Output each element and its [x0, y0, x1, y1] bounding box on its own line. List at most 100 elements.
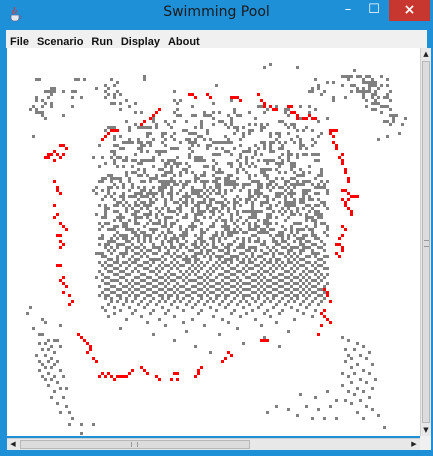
idle-swimmer-cell — [128, 240, 131, 243]
idle-swimmer-cell — [158, 150, 161, 153]
idle-swimmer-cell — [134, 258, 137, 261]
idle-swimmer-cell — [239, 156, 242, 159]
idle-swimmer-cell — [236, 210, 239, 213]
menu-file[interactable]: File — [10, 36, 29, 48]
idle-swimmer-cell — [152, 228, 155, 231]
idle-swimmer-cell — [140, 207, 143, 210]
idle-swimmer-cell — [179, 210, 182, 213]
horizontal-scrollbar[interactable]: ◀ ▶ — [7, 438, 420, 450]
idle-swimmer-cell — [242, 240, 245, 243]
idle-swimmer-cell — [284, 264, 287, 267]
idle-swimmer-cell — [146, 195, 149, 198]
idle-swimmer-cell — [320, 294, 323, 297]
idle-swimmer-cell — [113, 102, 116, 105]
idle-swimmer-cell — [269, 207, 272, 210]
close-button[interactable]: × — [389, 0, 430, 21]
idle-swimmer-cell — [119, 147, 122, 150]
simulation-canvas[interactable] — [7, 48, 420, 436]
idle-swimmer-cell — [341, 336, 344, 339]
idle-swimmer-cell — [233, 186, 236, 189]
active-swimmer-cell — [59, 279, 62, 282]
idle-swimmer-cell — [176, 261, 179, 264]
idle-swimmer-cell — [152, 120, 155, 123]
idle-swimmer-cell — [248, 183, 251, 186]
idle-swimmer-cell — [68, 423, 71, 426]
scroll-right-arrow-icon[interactable]: ▶ — [411, 440, 417, 448]
idle-swimmer-cell — [266, 198, 269, 201]
idle-swimmer-cell — [143, 237, 146, 240]
idle-swimmer-cell — [191, 171, 194, 174]
idle-swimmer-cell — [347, 375, 350, 378]
idle-swimmer-cell — [326, 207, 329, 210]
idle-swimmer-cell — [143, 231, 146, 234]
idle-swimmer-cell — [227, 162, 230, 165]
idle-swimmer-cell — [179, 189, 182, 192]
idle-swimmer-cell — [167, 294, 170, 297]
idle-swimmer-cell — [149, 240, 152, 243]
vertical-scrollbar[interactable]: ▲ ▼ — [420, 48, 431, 436]
idle-swimmer-cell — [176, 276, 179, 279]
idle-swimmer-cell — [149, 192, 152, 195]
idle-swimmer-cell — [128, 288, 131, 291]
idle-swimmer-cell — [278, 231, 281, 234]
idle-swimmer-cell — [248, 303, 251, 306]
idle-swimmer-cell — [38, 333, 41, 336]
menu-display[interactable]: Display — [120, 36, 160, 48]
idle-swimmer-cell — [251, 291, 254, 294]
idle-swimmer-cell — [320, 246, 323, 249]
idle-swimmer-cell — [173, 162, 176, 165]
idle-swimmer-cell — [119, 102, 122, 105]
active-swimmer-cell — [53, 216, 56, 219]
idle-swimmer-cell — [245, 201, 248, 204]
idle-swimmer-cell — [143, 240, 146, 243]
idle-swimmer-cell — [251, 279, 254, 282]
idle-swimmer-cell — [242, 183, 245, 186]
minimize-button[interactable]: – — [344, 2, 352, 17]
menu-run[interactable]: Run — [91, 36, 113, 48]
idle-swimmer-cell — [293, 258, 296, 261]
idle-swimmer-cell — [317, 303, 320, 306]
idle-swimmer-cell — [74, 78, 77, 81]
idle-swimmer-cell — [119, 219, 122, 222]
menu-about[interactable]: About — [167, 36, 200, 48]
idle-swimmer-cell — [296, 309, 299, 312]
title-bar[interactable]: Swimming Pool – ☐ × — [0, 0, 433, 30]
idle-swimmer-cell — [170, 243, 173, 246]
idle-swimmer-cell — [56, 360, 59, 363]
idle-swimmer-cell — [302, 312, 305, 315]
idle-swimmer-cell — [260, 291, 263, 294]
idle-swimmer-cell — [107, 186, 110, 189]
idle-swimmer-cell — [128, 258, 131, 261]
idle-swimmer-cell — [284, 288, 287, 291]
horizontal-scroll-thumb[interactable] — [20, 440, 250, 449]
scroll-up-arrow-icon[interactable]: ▲ — [423, 50, 429, 58]
idle-swimmer-cell — [344, 399, 347, 402]
idle-swimmer-cell — [113, 285, 116, 288]
idle-swimmer-cell — [350, 381, 353, 384]
maximize-button[interactable]: ☐ — [368, 2, 380, 17]
idle-swimmer-cell — [158, 219, 161, 222]
idle-swimmer-cell — [341, 372, 344, 375]
idle-swimmer-cell — [158, 186, 161, 189]
active-swimmer-cell — [206, 93, 209, 96]
vertical-scroll-thumb[interactable] — [422, 61, 430, 423]
idle-swimmer-cell — [263, 201, 266, 204]
idle-swimmer-cell — [230, 174, 233, 177]
idle-swimmer-cell — [218, 120, 221, 123]
idle-swimmer-cell — [206, 276, 209, 279]
idle-swimmer-cell — [275, 192, 278, 195]
scroll-left-arrow-icon[interactable]: ◀ — [10, 440, 16, 448]
idle-swimmer-cell — [161, 213, 164, 216]
active-swimmer-cell — [230, 354, 233, 357]
active-swimmer-cell — [329, 132, 332, 135]
idle-swimmer-cell — [200, 252, 203, 255]
scroll-down-arrow-icon[interactable]: ▼ — [423, 426, 429, 434]
idle-swimmer-cell — [281, 231, 284, 234]
idle-swimmer-cell — [296, 66, 299, 69]
idle-swimmer-cell — [314, 141, 317, 144]
idle-swimmer-cell — [170, 177, 173, 180]
idle-swimmer-cell — [188, 132, 191, 135]
menu-scenario[interactable]: Scenario — [36, 36, 84, 48]
idle-swimmer-cell — [368, 351, 371, 354]
idle-swimmer-cell — [239, 204, 242, 207]
